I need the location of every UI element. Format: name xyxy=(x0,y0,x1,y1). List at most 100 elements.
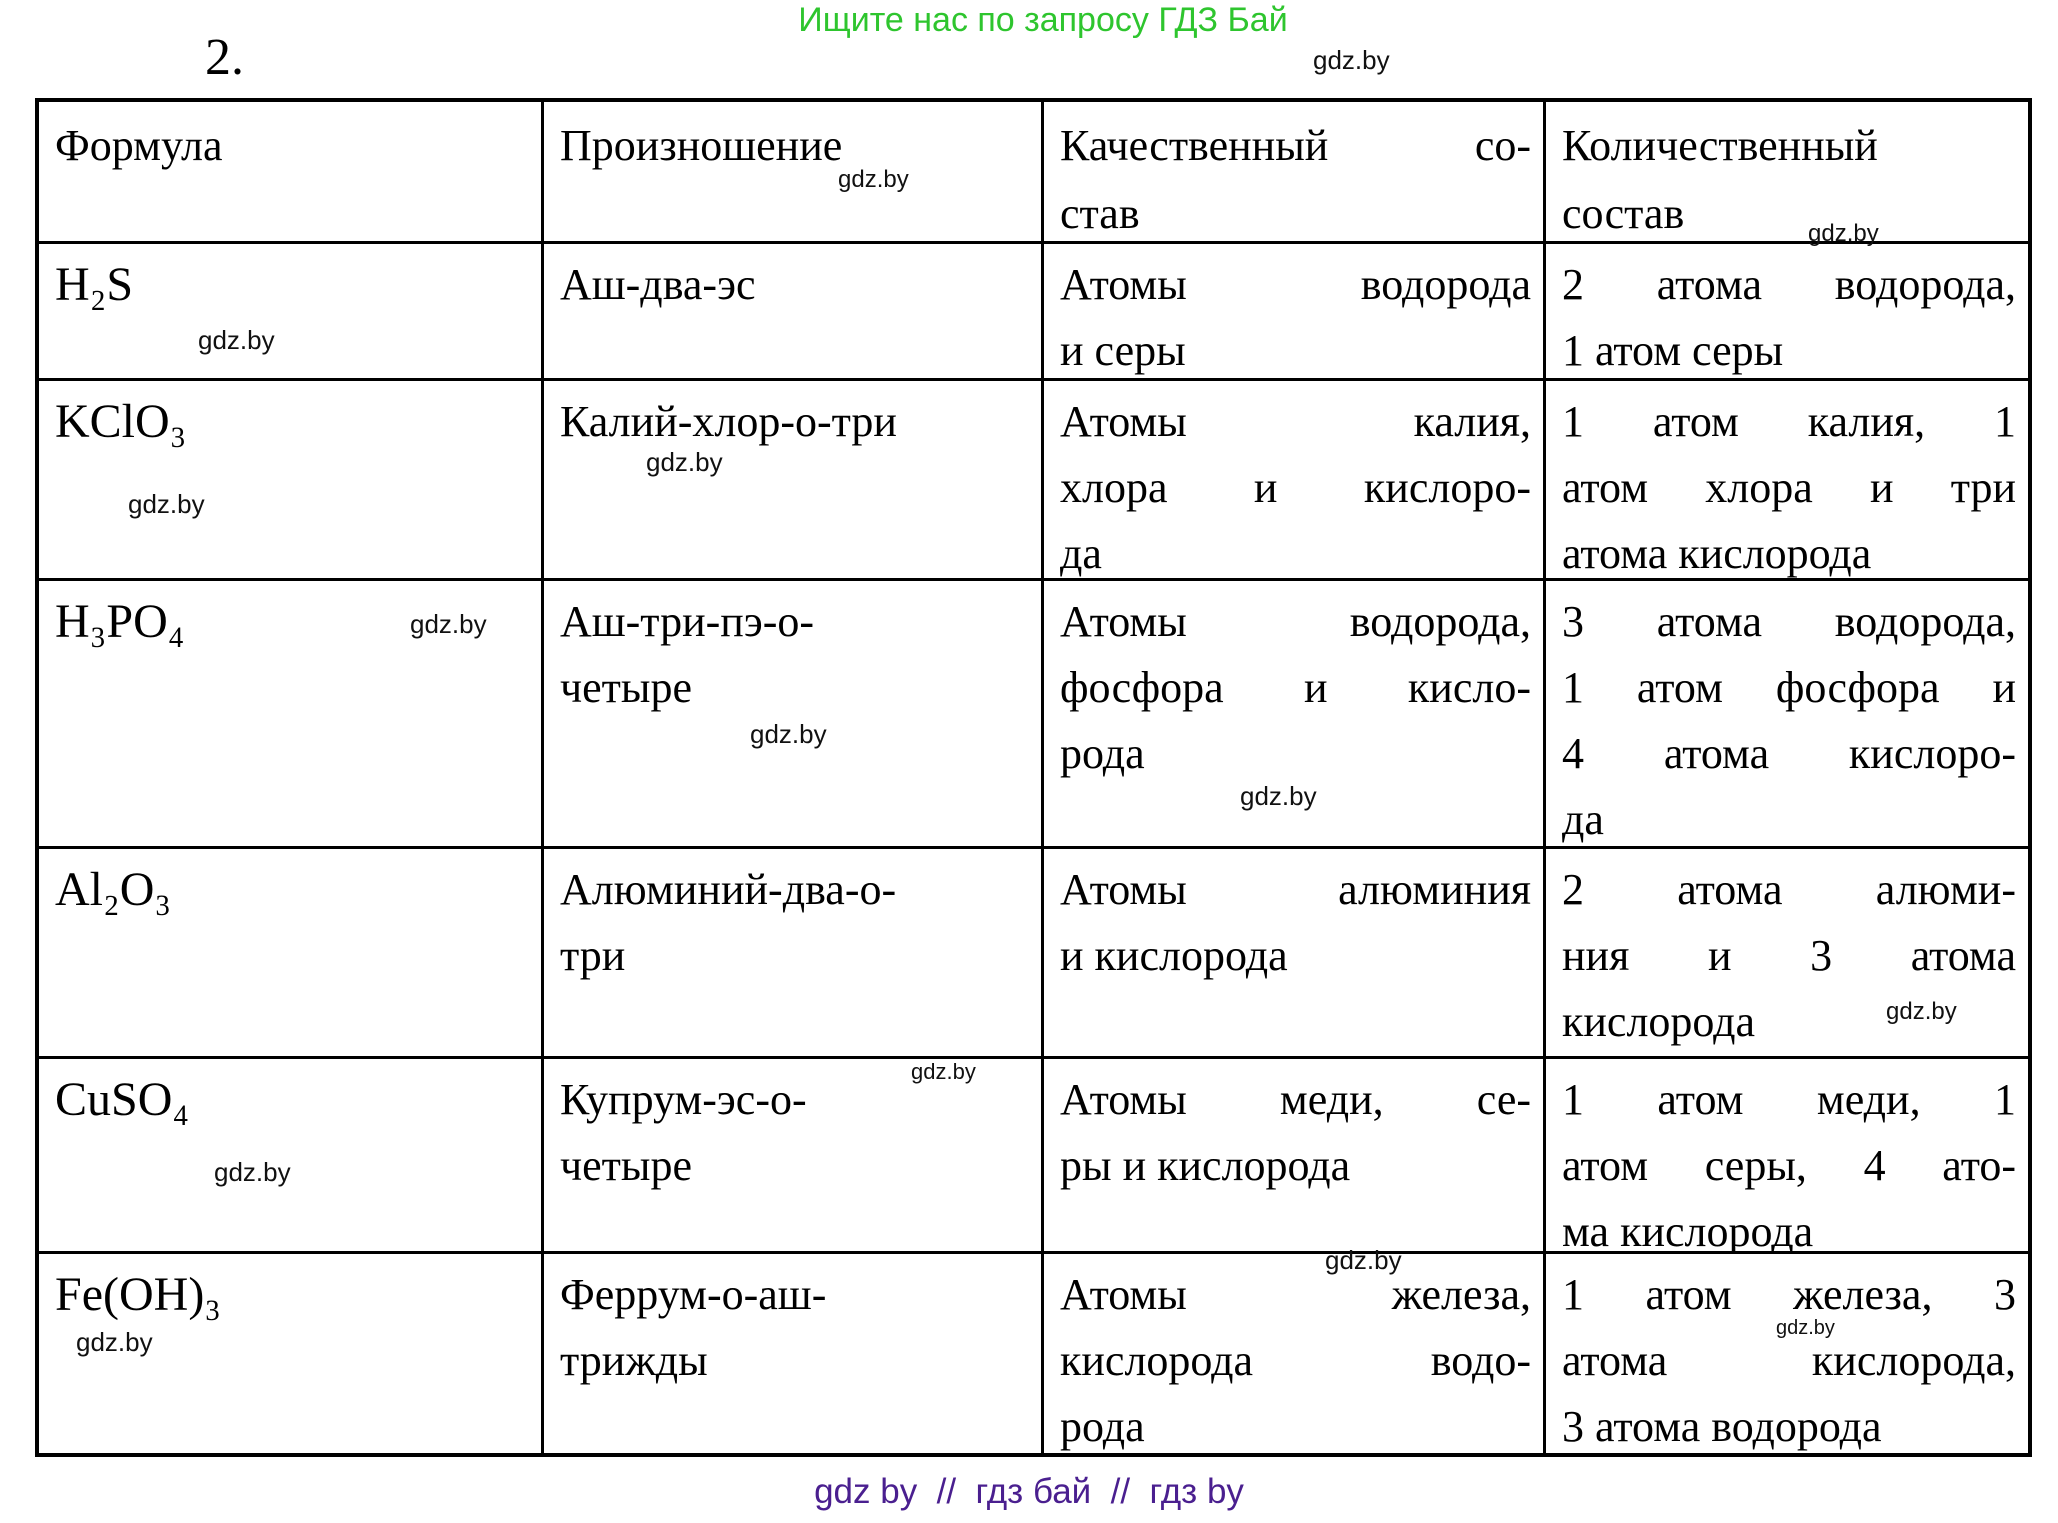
formula-cell: H₂S xyxy=(39,244,544,381)
text-line: 1 атом серы xyxy=(1562,326,1784,375)
text-line: ния и 3 атома xyxy=(1562,931,2016,980)
quantitative-cell: 3 атома водорода, 1 атом фосфора и 4 ато… xyxy=(1546,581,2028,849)
gdz-watermark: gdz.by xyxy=(410,609,487,639)
gdz-watermark: gdz.by xyxy=(214,1157,291,1187)
gdz-watermark: gdz.by xyxy=(1886,998,1957,1025)
header-qualitative: Качественный со- став xyxy=(1044,102,1546,244)
text-line: H₃PO₄ xyxy=(55,595,185,648)
formula-cell: Fe(OH)₃ xyxy=(39,1254,544,1453)
quantitative-cell: 2 атома алюми- ния и 3 атома кислорода xyxy=(1546,849,2028,1059)
quantitative-cell: 1 атом меди, 1 атом серы, 4 ато- ма кисл… xyxy=(1546,1059,2028,1254)
text-line: 2 атома водорода, xyxy=(1562,260,2016,309)
text-line: да xyxy=(1562,795,1604,844)
text-line: Атомы водорода, xyxy=(1060,597,1531,646)
text-line: Качественный со- xyxy=(1060,121,1531,170)
text-line: Атомы алюминия xyxy=(1060,865,1531,914)
text-line: Калий-хлор-о-три xyxy=(560,397,897,446)
text-line: 2 атома алюми- xyxy=(1562,865,2016,914)
gdz-watermark: gdz.by xyxy=(646,447,723,477)
text-line: 1 атом железа, 3 xyxy=(1562,1270,2016,1319)
text-line: Al₂O₃ xyxy=(55,863,172,916)
text-line: атом серы, 4 ато- xyxy=(1562,1141,2016,1190)
text-line: H₂S xyxy=(55,258,134,311)
text-line: да xyxy=(1060,529,1102,578)
gdz-watermark: gdz.by xyxy=(838,166,909,193)
pronunciation-cell: Купрум-эс-о- четыре xyxy=(544,1059,1044,1254)
formula-cell: Al₂O₃ xyxy=(39,849,544,1059)
text-line: CuSO₄ xyxy=(55,1073,190,1126)
text-line: Феррум-о-аш- xyxy=(560,1270,827,1319)
formula-cell: KClO₃ xyxy=(39,381,544,581)
text-line: Атомы железа, xyxy=(1060,1270,1531,1319)
text-line: Купрум-эс-о- xyxy=(560,1075,807,1124)
text-line: Атомы меди, се- xyxy=(1060,1075,1531,1124)
quantitative-cell: 1 атом железа, 3 атома кислорода, 3 атом… xyxy=(1546,1254,2028,1453)
text-line: 4 атома кислоро- xyxy=(1562,729,2016,778)
qualitative-cell: Атомы железа, кислорода водо- рода xyxy=(1044,1254,1546,1453)
gdz-watermark: gdz.by xyxy=(1808,220,1879,247)
header-quantitative: Количественный состав xyxy=(1546,102,2028,244)
text-line: 1 атом калия, 1 xyxy=(1562,397,2016,446)
formula-cell: CuSO₄ xyxy=(39,1059,544,1254)
text-line: 3 атома водорода, xyxy=(1562,597,2016,646)
footer-watermark: gdz by // гдз бай // гдз by xyxy=(814,1472,1244,1511)
chemical-formulas-table: Формула Произношение Качественный со- ст… xyxy=(35,98,2032,1457)
qualitative-cell: Атомы меди, се- ры и кислорода xyxy=(1044,1059,1546,1254)
quantitative-cell: 2 атома водорода, 1 атом серы xyxy=(1546,244,2028,381)
text-line: состав xyxy=(1562,189,1685,238)
pronunciation-cell: Феррум-о-аш- трижды xyxy=(544,1254,1044,1453)
text-line: три xyxy=(560,931,626,980)
header-pronunciation: Произношение xyxy=(544,102,1044,244)
text-line: атома кислорода xyxy=(1562,529,1872,578)
text-line: Аш-два-эс xyxy=(560,260,756,309)
text-line: KClO₃ xyxy=(55,395,187,448)
text-line: четыре xyxy=(560,1141,692,1190)
qualitative-cell: Атомы водорода и серы xyxy=(1044,244,1546,381)
gdz-watermark: gdz.by xyxy=(128,489,205,519)
text-line: и серы xyxy=(1060,326,1186,375)
gdz-watermark: gdz.by xyxy=(198,325,275,355)
pronunciation-cell: Калий-хлор-о-три xyxy=(544,381,1044,581)
promo-banner: Ищите нас по запросу ГДЗ Бай xyxy=(798,1,1288,39)
text-line: трижды xyxy=(560,1336,708,1385)
text-line: Fe(OH)₃ xyxy=(55,1268,222,1321)
gdz-watermark: gdz.by xyxy=(911,1059,976,1084)
pronunciation-cell: Аш-два-эс xyxy=(544,244,1044,381)
gdz-watermark: gdz.by xyxy=(76,1327,153,1357)
exercise-number: 2. xyxy=(205,29,244,86)
text-line: Атомы калия, xyxy=(1060,397,1531,446)
text-line: 1 атом фосфора и xyxy=(1562,663,2016,712)
text-line: кислорода водо- xyxy=(1060,1336,1531,1385)
text-line: рода xyxy=(1060,729,1145,778)
gdz-watermark: gdz.by xyxy=(1325,1245,1402,1275)
text-line: фосфора и кисло- xyxy=(1060,663,1531,712)
gdz-watermark: gdz.by xyxy=(750,719,827,749)
text-line: Атомы водорода xyxy=(1060,260,1531,309)
gdz-watermark: gdz.by xyxy=(1776,1317,1835,1339)
text-line: 1 атом меди, 1 xyxy=(1562,1075,2016,1124)
header-formula: Формула xyxy=(39,102,544,244)
text-line: и кислорода xyxy=(1060,931,1288,980)
pronunciation-cell: Аш-три-пэ-о- четыре xyxy=(544,581,1044,849)
qualitative-cell: Атомы алюминия и кислорода xyxy=(1044,849,1546,1059)
text-line: кислорода xyxy=(1562,997,1756,1046)
gdz-watermark: gdz.by xyxy=(1313,45,1390,75)
text-line: став xyxy=(1060,189,1140,238)
text-line: Произношение xyxy=(560,121,843,170)
pronunciation-cell: Алюминий-два-о- три xyxy=(544,849,1044,1059)
text-line: хлора и кислоро- xyxy=(1060,463,1531,512)
gdz-watermark: gdz.by xyxy=(1240,781,1317,811)
quantitative-cell: 1 атом калия, 1 атом хлора и три атома к… xyxy=(1546,381,2028,581)
qualitative-cell: Атомы калия, хлора и кислоро- да xyxy=(1044,381,1546,581)
text-line: Аш-три-пэ-о- xyxy=(560,597,815,646)
qualitative-cell: Атомы водорода, фосфора и кисло- рода xyxy=(1044,581,1546,849)
text-line: атома кислорода, xyxy=(1562,1336,2016,1385)
text-line: четыре xyxy=(560,663,692,712)
formula-cell: H₃PO₄ xyxy=(39,581,544,849)
text-line: Алюминий-два-о- xyxy=(560,865,897,914)
text-line: 3 атома водорода xyxy=(1562,1402,1882,1451)
text-line: атом хлора и три xyxy=(1562,463,2016,512)
text-line: Формула xyxy=(55,121,223,170)
text-line: Количественный xyxy=(1562,121,1878,170)
